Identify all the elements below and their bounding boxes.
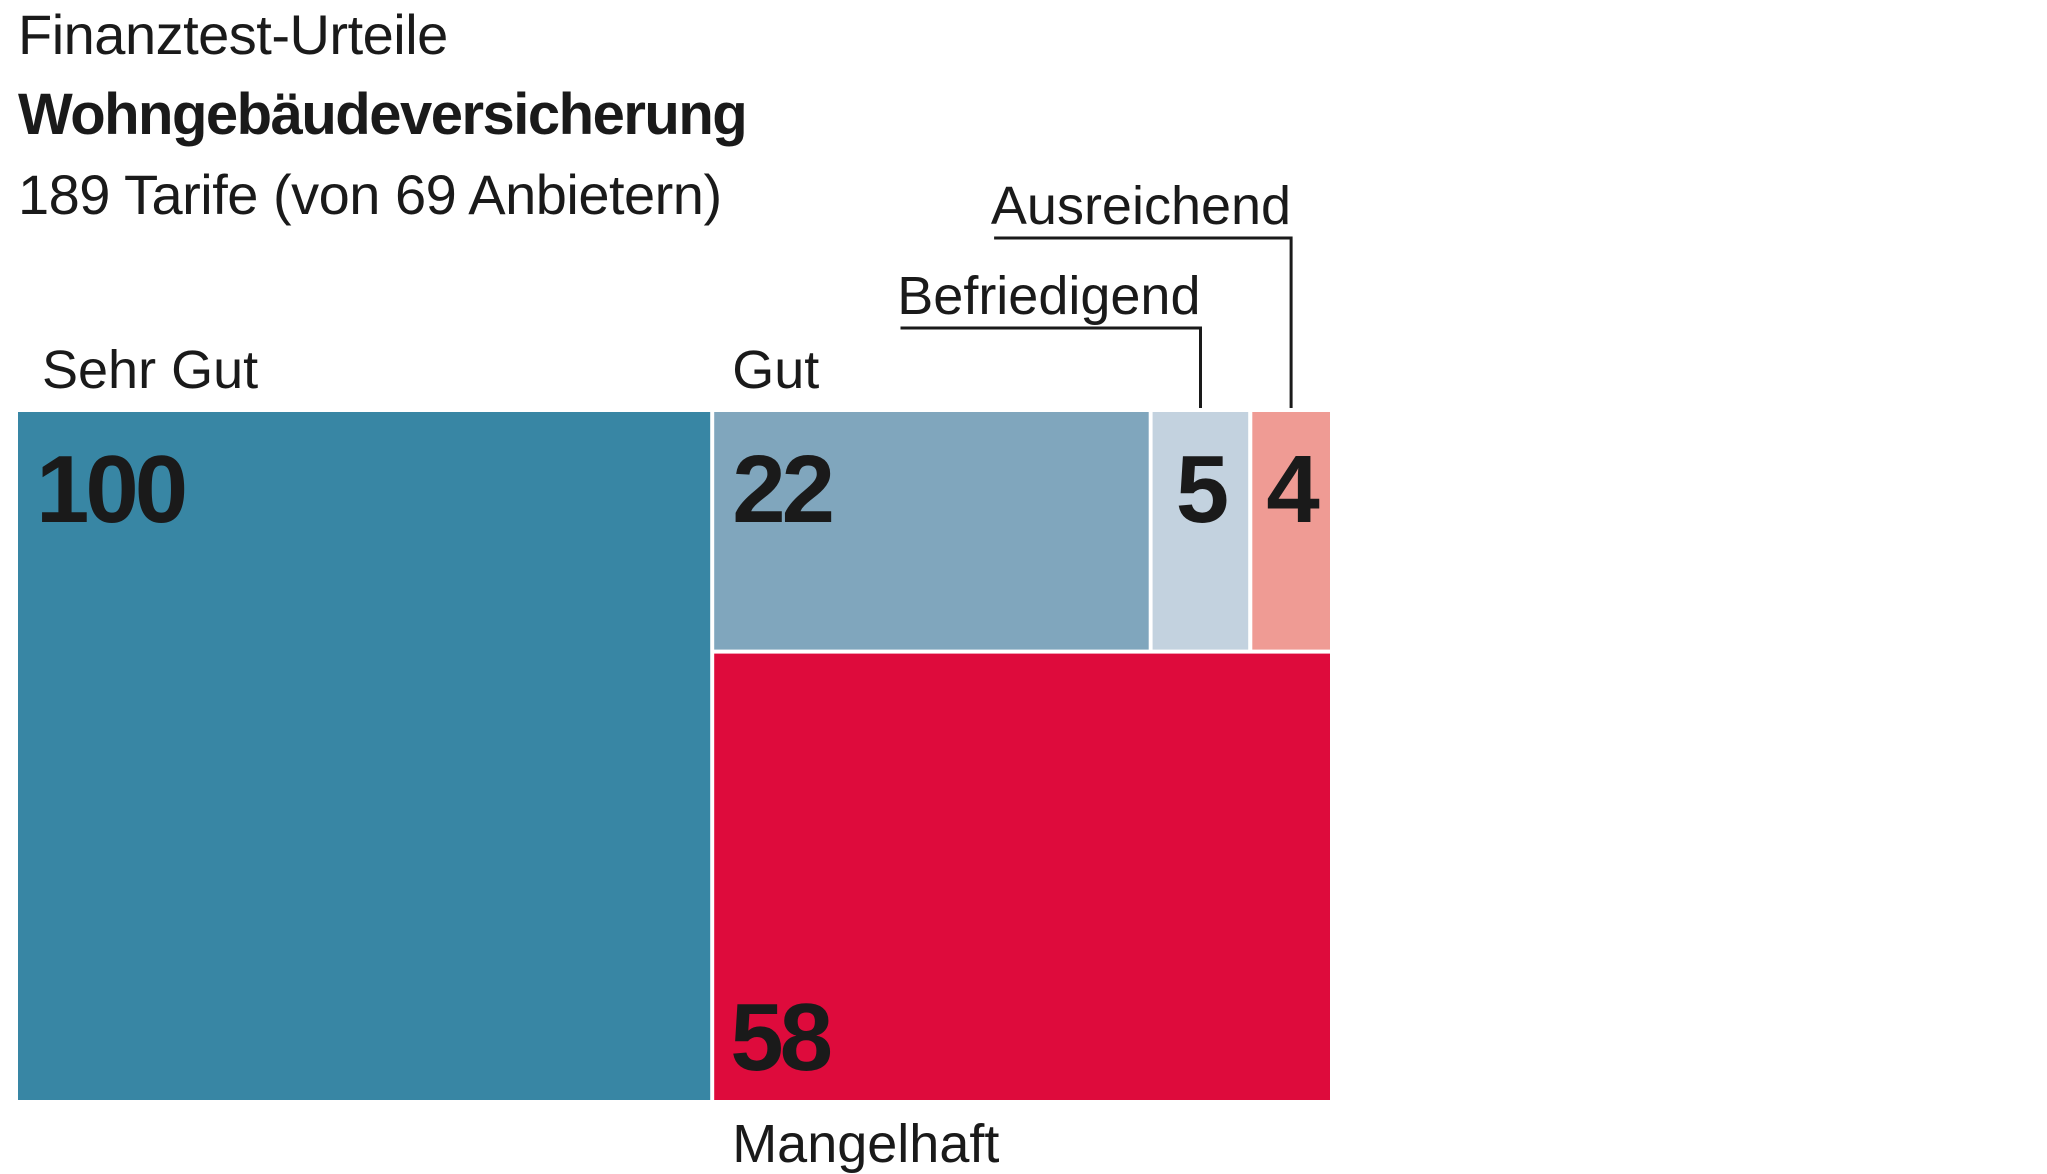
tile-gut <box>714 412 1149 650</box>
value-label-befriedigend: 5 <box>1176 436 1227 543</box>
tile-mangelhaft <box>714 653 1330 1100</box>
value-label-ausreichend: 4 <box>1266 436 1319 543</box>
chart-subtitle: 189 Tarife (von 69 Anbietern) <box>18 163 722 226</box>
category-label-befriedigend: Befriedigend <box>897 266 1200 326</box>
value-label-mangelhaft: 58 <box>730 984 830 1091</box>
leader-line-befriedigend <box>900 326 1202 408</box>
category-label-gut: Gut <box>732 340 819 400</box>
category-label-mangelhaft: Mangelhaft <box>732 1114 999 1174</box>
value-label-sehr-gut: 100 <box>36 436 185 543</box>
value-label-gut: 22 <box>732 436 831 543</box>
category-label-ausreichend: Ausreichend <box>991 176 1291 236</box>
tile-befriedigend <box>1152 412 1249 650</box>
tile-ausreichend <box>1252 412 1330 650</box>
leader-line-ausreichend <box>994 236 1293 408</box>
chart-title: Wohngebäudeversicherung <box>18 82 748 147</box>
tile-sehr-gut <box>18 412 711 1100</box>
chart-kicker: Finanztest-Urteile <box>18 3 448 66</box>
category-label-sehr-gut: Sehr Gut <box>42 340 258 400</box>
